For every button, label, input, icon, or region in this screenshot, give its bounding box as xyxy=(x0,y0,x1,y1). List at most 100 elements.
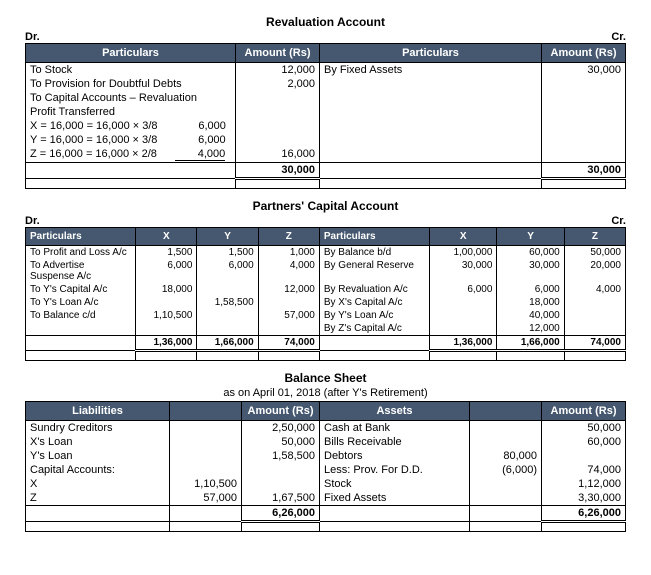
c: 1,500 xyxy=(136,246,197,260)
t: 6,26,000 xyxy=(542,506,626,522)
cell: 30,000 xyxy=(542,63,626,78)
c xyxy=(197,283,258,296)
c: Sundry Creditors xyxy=(26,421,170,436)
c: (6,000) xyxy=(470,463,542,477)
col-particulars-r: Particulars xyxy=(320,44,542,63)
h xyxy=(470,402,542,421)
c: Fixed Assets xyxy=(320,491,470,506)
c: 12,000 xyxy=(497,322,564,336)
h: Particulars xyxy=(319,228,429,246)
c: X xyxy=(26,477,170,491)
h: X xyxy=(136,228,197,246)
c: 1,000 xyxy=(258,246,319,260)
t: 74,000 xyxy=(258,336,319,351)
h: Z xyxy=(258,228,319,246)
balance-table: Liabilities Amount (Rs) Assets Amount (R… xyxy=(25,401,626,532)
c: 1,58,500 xyxy=(197,296,258,309)
h: Amount (Rs) xyxy=(542,402,626,421)
c: X's Loan xyxy=(26,435,170,449)
dr-label: Dr. xyxy=(25,31,40,43)
c: By Balance b/d xyxy=(319,246,429,260)
h: Amount (Rs) xyxy=(242,402,320,421)
c: Y's Loan xyxy=(26,449,170,463)
c: By General Reserve xyxy=(319,259,429,283)
cell: 16,000 xyxy=(236,147,320,163)
c: Z xyxy=(26,491,170,506)
c xyxy=(430,322,497,336)
c: To Advertise Suspense A/c xyxy=(26,259,136,283)
c: 1,00,000 xyxy=(430,246,497,260)
c: 3,30,000 xyxy=(542,491,626,506)
c xyxy=(136,296,197,309)
h: Y xyxy=(497,228,564,246)
revaluation-title: Revaluation Account xyxy=(25,15,626,29)
c: By Y's Loan A/c xyxy=(319,309,429,322)
c: 6,000 xyxy=(430,283,497,296)
cell: To Provision for Doubtful Debts xyxy=(26,77,236,91)
cr-label: Cr. xyxy=(611,215,626,227)
cr-label: Cr. xyxy=(611,31,626,43)
c: 50,000 xyxy=(564,246,625,260)
h: X xyxy=(430,228,497,246)
balance-subtitle: as on April 01, 2018 (after Y's Retireme… xyxy=(25,387,626,399)
c: 6,000 xyxy=(497,283,564,296)
c xyxy=(197,309,258,322)
c xyxy=(258,296,319,309)
cell: Profit Transferred xyxy=(26,105,236,119)
c: 60,000 xyxy=(542,435,626,449)
t: 74,000 xyxy=(564,336,625,351)
t: 1,36,000 xyxy=(430,336,497,351)
h: Z xyxy=(564,228,625,246)
c: Stock xyxy=(320,477,470,491)
c: 1,12,000 xyxy=(542,477,626,491)
col-amount: Amount (Rs) xyxy=(236,44,320,63)
c: 57,000 xyxy=(170,491,242,506)
c: 1,10,500 xyxy=(136,309,197,322)
col-particulars: Particulars xyxy=(26,44,236,63)
c: To Balance c/d xyxy=(26,309,136,322)
cell: To Stock xyxy=(26,63,236,78)
revaluation-table: Particulars Amount (Rs) Particulars Amou… xyxy=(25,43,626,189)
c: 1,500 xyxy=(197,246,258,260)
c: 4,000 xyxy=(258,259,319,283)
c: 30,000 xyxy=(497,259,564,283)
c: 12,000 xyxy=(258,283,319,296)
c: Cash at Bank xyxy=(320,421,470,436)
h xyxy=(170,402,242,421)
t: 1,66,000 xyxy=(197,336,258,351)
dr-label: Dr. xyxy=(25,215,40,227)
t: 1,36,000 xyxy=(136,336,197,351)
c: 20,000 xyxy=(564,259,625,283)
cell: X = 16,000 = 16,000 × 3/8 6,000 xyxy=(26,119,236,133)
c: To Y's Loan A/c xyxy=(26,296,136,309)
c xyxy=(564,322,625,336)
c: 1,67,500 xyxy=(242,491,320,506)
c xyxy=(564,309,625,322)
cell: Z = 16,000 = 16,000 × 2/8 4,000 xyxy=(26,147,236,163)
c: 50,000 xyxy=(242,435,320,449)
c: 74,000 xyxy=(542,463,626,477)
c: To Y's Capital A/c xyxy=(26,283,136,296)
cell: To Capital Accounts – Revaluation xyxy=(26,91,236,105)
c: Debtors xyxy=(320,449,470,463)
c: 18,000 xyxy=(497,296,564,309)
c: 60,000 xyxy=(497,246,564,260)
partners-table: Particulars X Y Z Particulars X Y Z To P… xyxy=(25,227,626,361)
cell: 2,000 xyxy=(236,77,320,91)
c: Bills Receivable xyxy=(320,435,470,449)
balance-title: Balance Sheet xyxy=(25,371,626,385)
total: 30,000 xyxy=(542,163,626,179)
c xyxy=(430,309,497,322)
c xyxy=(564,296,625,309)
c: By X's Capital A/c xyxy=(319,296,429,309)
partners-title: Partners' Capital Account xyxy=(25,199,626,213)
c: 6,000 xyxy=(136,259,197,283)
c: 80,000 xyxy=(470,449,542,463)
c: 57,000 xyxy=(258,309,319,322)
h: Assets xyxy=(320,402,470,421)
c: Capital Accounts: xyxy=(26,463,170,477)
col-amount-r: Amount (Rs) xyxy=(542,44,626,63)
t: 6,26,000 xyxy=(242,506,320,522)
total: 30,000 xyxy=(236,163,320,179)
c: 18,000 xyxy=(136,283,197,296)
